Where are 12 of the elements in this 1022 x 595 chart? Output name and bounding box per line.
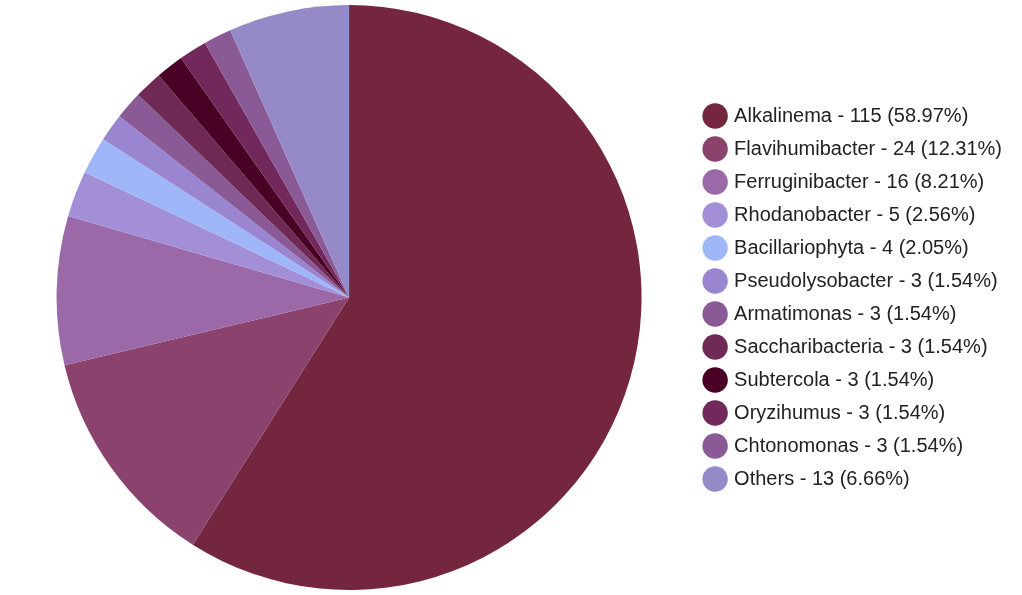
legend-label: Rhodanobacter - 5 (2.56%) xyxy=(734,202,976,225)
legend-label: Bacillariophyta - 4 (2.05%) xyxy=(734,235,969,258)
legend-label: Others - 13 (6.66%) xyxy=(734,466,910,489)
legend-label: Saccharibacteria - 3 (1.54%) xyxy=(734,334,988,357)
legend-label: Oryzihumus - 3 (1.54%) xyxy=(734,400,946,423)
legend-label: Flavihumibacter - 24 (12.31%) xyxy=(734,136,1002,159)
legend-label: Armatimonas - 3 (1.54%) xyxy=(734,301,957,324)
legend-label: Pseudolysobacter - 3 (1.54%) xyxy=(734,268,998,291)
legend-label: Chtonomonas - 3 (1.54%) xyxy=(734,433,964,456)
legend-label: Subtercola - 3 (1.54%) xyxy=(734,367,935,390)
legend-label: Alkalinema - 115 (58.97%) xyxy=(734,103,969,126)
legend-label: Ferruginibacter - 16 (8.21%) xyxy=(734,169,985,192)
